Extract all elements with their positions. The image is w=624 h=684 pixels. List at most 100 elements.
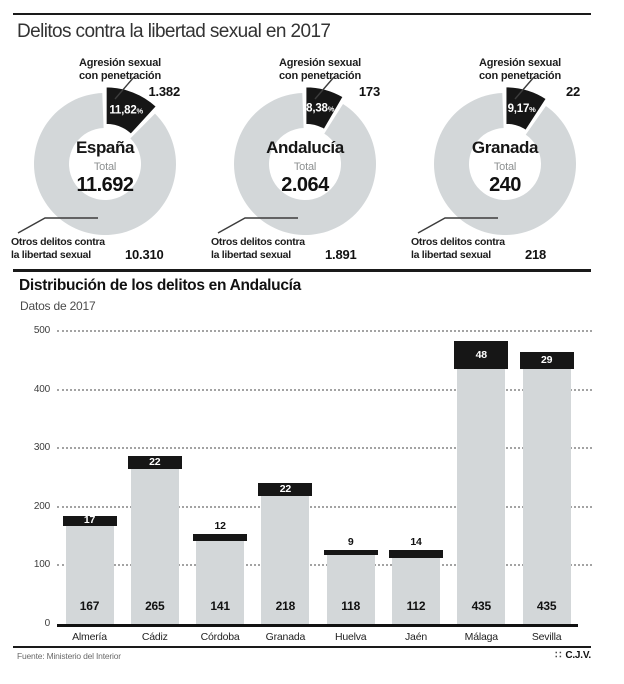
donut-slice-otros-delitos bbox=[233, 93, 376, 235]
callout-top-value: 22 bbox=[565, 84, 580, 99]
callout-bottom-label: Otros delitos contra la libertad sexual bbox=[411, 236, 505, 261]
bar-cordoba-base bbox=[196, 541, 245, 624]
bar-section-title: Distribución de los delitos en Andalucía bbox=[19, 277, 301, 294]
callout-top-label: Agresión sexual con penetración bbox=[279, 57, 361, 83]
x-axis-label-granada: Granada bbox=[265, 631, 306, 643]
total-label: Total bbox=[93, 161, 117, 173]
callout-bottom-label: Otros delitos contra la libertad sexual bbox=[11, 236, 105, 261]
bar-almeria-base bbox=[65, 526, 114, 624]
donut-center-labels: Granada Total 240 bbox=[405, 138, 605, 197]
total-value: 11.692 bbox=[76, 174, 134, 196]
bar-sevilla-cap-value: 29 bbox=[540, 354, 553, 367]
bar-jaen-value: 112 bbox=[406, 599, 426, 613]
callout-top-value: 173 bbox=[358, 84, 380, 99]
wedge-percent-label: 11,82% bbox=[109, 105, 143, 117]
bar-granada-cap-value: 22 bbox=[279, 483, 292, 496]
y-axis-tick-200: 200 bbox=[33, 500, 50, 512]
callout-bottom-value: 1.891 bbox=[325, 247, 357, 262]
bar-huelva-cap bbox=[323, 549, 378, 555]
donut-chart-espana: 11,82% bbox=[17, 76, 176, 235]
gridline-300 bbox=[57, 447, 592, 450]
wedge-percent-label: 8,38% bbox=[306, 103, 335, 115]
y-axis-tick-100: 100 bbox=[33, 559, 50, 571]
y-axis-tick-0: 0 bbox=[44, 618, 51, 629]
section-divider bbox=[13, 269, 591, 272]
donut-center-labels: Andalucía Total 2.064 bbox=[205, 138, 405, 197]
total-label: Total bbox=[493, 161, 517, 173]
callout-top-value: 1.382 bbox=[148, 84, 180, 99]
x-axis-label-cordoba: Córdoba bbox=[200, 631, 240, 643]
donut-chart-andalucia: 8,38% bbox=[217, 76, 376, 235]
bar-almeria-cap-value: 17 bbox=[83, 514, 96, 527]
bar-sevilla-base bbox=[522, 369, 571, 624]
bar-huelva-base bbox=[326, 554, 375, 624]
bar-cordoba-value: 141 bbox=[210, 599, 230, 613]
region-name: Granada bbox=[471, 138, 539, 157]
footer-rule bbox=[13, 646, 591, 648]
top-rule bbox=[13, 13, 591, 15]
gridline-200 bbox=[57, 505, 592, 508]
bar-almeria-cap bbox=[62, 516, 117, 527]
y-axis-tick-400: 400 bbox=[33, 383, 50, 395]
bar-malaga-value: 435 bbox=[471, 599, 492, 613]
donut-panel-andalucia: 8,38% Agresión sexual con penetración 17… bbox=[205, 55, 405, 267]
bar-cadiz-cap bbox=[127, 455, 182, 469]
bar-sevilla-cap bbox=[519, 352, 574, 370]
bar-cadiz-cap-value: 22 bbox=[149, 455, 161, 468]
bar-cordoba-cap bbox=[193, 534, 248, 542]
callout-bottom-value: 10.310 bbox=[125, 247, 164, 262]
donut-panel-granada: 9,17% Agresión sexual con penetración 22… bbox=[405, 55, 605, 267]
donut-row: 11,82% Agresión sexual con penetración 1… bbox=[5, 55, 605, 267]
bar-huelva-cap-value: 9 bbox=[347, 535, 354, 548]
gridline-400 bbox=[57, 388, 592, 391]
callout-bottom-value: 218 bbox=[525, 247, 547, 262]
x-axis-label-huelva: Huelva bbox=[334, 631, 367, 643]
bar-granada-cap bbox=[258, 483, 313, 497]
x-axis-label-malaga: Málaga bbox=[464, 631, 498, 643]
bar-almeria-value: 167 bbox=[79, 599, 100, 613]
donut-slice-agresion-sexual bbox=[304, 85, 345, 131]
callout-line-bottom bbox=[417, 217, 498, 234]
x-axis-label-sevilla: Sevilla bbox=[531, 631, 562, 643]
callout-line-top bbox=[514, 76, 535, 100]
bar-jaen-base bbox=[392, 558, 440, 624]
total-value: 240 bbox=[489, 174, 521, 196]
callout-top-label: Agresión sexual con penetración bbox=[479, 57, 561, 83]
source-note: Fuente: Ministerio del Interior bbox=[17, 651, 121, 661]
credit-initials: C.J.V. bbox=[565, 650, 591, 661]
donut-center-labels: España Total 11.692 bbox=[5, 138, 205, 197]
donut-chart-granada: 9,17% bbox=[417, 76, 576, 235]
region-name: España bbox=[75, 138, 135, 157]
gridline-100 bbox=[57, 564, 592, 567]
bar-granada-base bbox=[261, 496, 310, 624]
donut-slice-otros-delitos bbox=[33, 93, 176, 235]
callout-top-label: Agresión sexual con penetración bbox=[79, 57, 161, 83]
callout-line-top bbox=[314, 76, 335, 100]
total-label: Total bbox=[293, 161, 317, 173]
bar-huelva-value: 118 bbox=[341, 599, 361, 613]
region-name: Andalucía bbox=[266, 138, 344, 157]
bar-jaen-cap bbox=[389, 550, 443, 559]
bar-malaga-base bbox=[457, 369, 506, 624]
bar-granada-value: 218 bbox=[275, 599, 296, 613]
callout-line-bottom bbox=[217, 217, 298, 234]
x-axis-label-cadiz: Cádiz bbox=[141, 631, 168, 643]
y-axis-tick-500: 500 bbox=[33, 325, 50, 336]
bar-cordoba-cap-value: 12 bbox=[214, 520, 226, 533]
bar-jaen-cap-value: 14 bbox=[410, 536, 422, 549]
total-value: 2.064 bbox=[281, 174, 329, 196]
bar-cadiz-value: 265 bbox=[145, 599, 165, 613]
cjv-logo-icon: ∷ bbox=[555, 650, 562, 661]
donut-slice-otros-delitos bbox=[433, 93, 576, 235]
callout-line-bottom bbox=[17, 217, 98, 234]
callout-line-top bbox=[114, 76, 135, 100]
x-axis-label-jaen: Jaén bbox=[405, 631, 427, 643]
bar-malaga-cap-value: 48 bbox=[475, 348, 487, 361]
bar-section-subtitle: Datos de 2017 bbox=[20, 299, 96, 313]
page-title: Delitos contra la libertad sexual en 201… bbox=[17, 21, 331, 42]
donut-slice-agresion-sexual bbox=[105, 85, 158, 136]
credit: ∷ C.J.V. bbox=[555, 650, 591, 661]
y-axis-tick-300: 300 bbox=[33, 442, 50, 454]
bar-sevilla-value: 435 bbox=[536, 599, 557, 613]
